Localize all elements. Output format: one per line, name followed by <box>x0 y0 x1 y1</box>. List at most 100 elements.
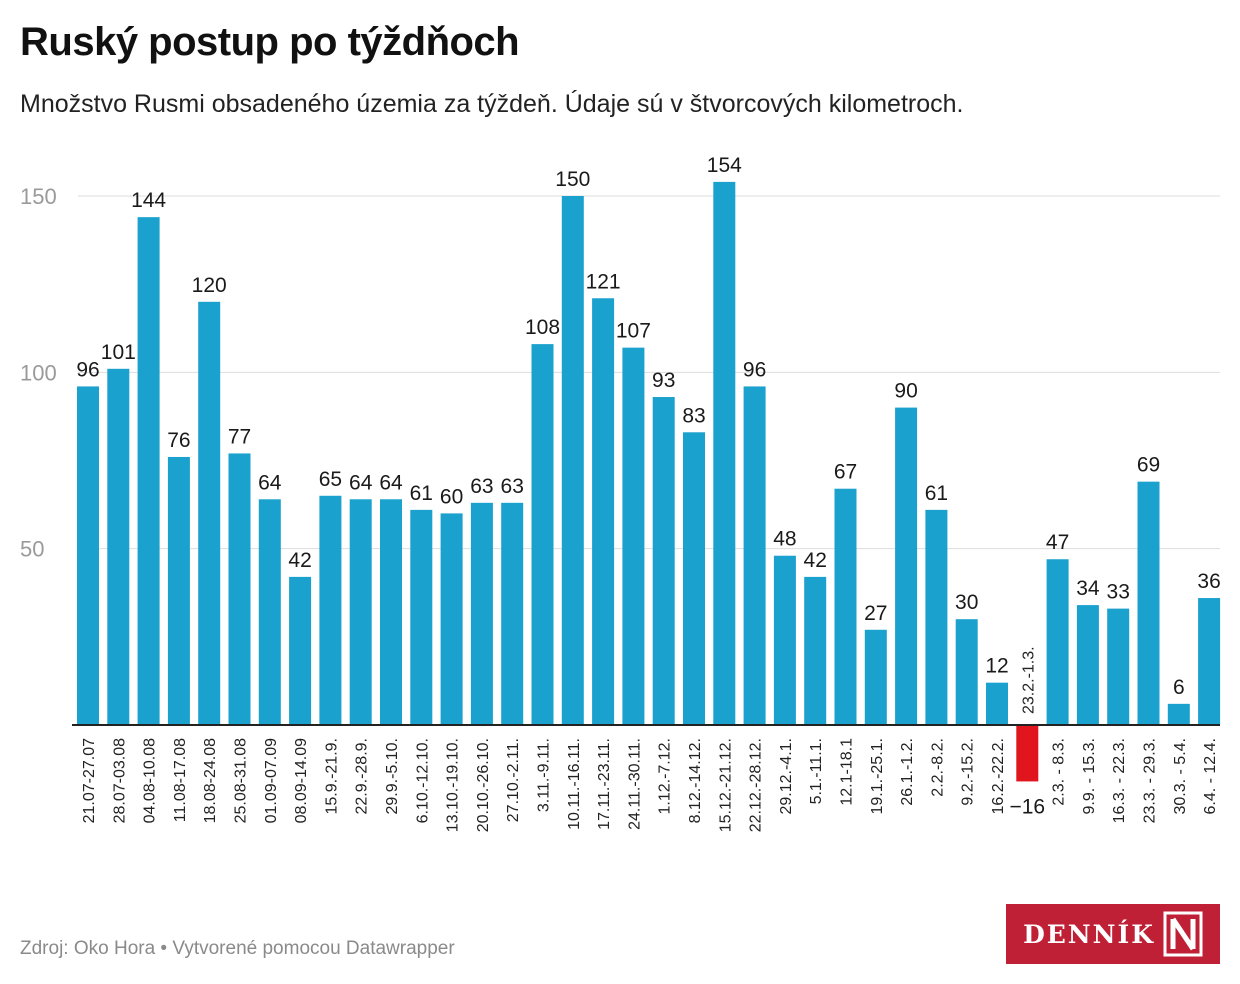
value-label: 64 <box>258 471 282 494</box>
x-axis-tick-label: 26.1.-1.2. <box>899 738 916 806</box>
value-label: 65 <box>319 468 342 491</box>
bar <box>410 509 433 725</box>
value-label: 101 <box>101 341 136 364</box>
x-axis-tick-label: 13.10.-19.10. <box>445 738 462 832</box>
value-label: 107 <box>616 320 651 343</box>
bar <box>1076 605 1099 725</box>
bar <box>1198 598 1221 725</box>
x-axis-tick-label: 24.11.-30.11. <box>626 738 643 830</box>
chart-subtitle: Množstvo Rusmi obsadeného územia za týžd… <box>20 90 964 118</box>
y-axis-tick-label: 100 <box>20 360 57 385</box>
x-axis-tick-label: 27.10.-2.11. <box>505 738 522 822</box>
x-axis-tick-label: 29.12.-4.1. <box>778 738 795 815</box>
value-label: 12 <box>985 655 1008 678</box>
bar <box>834 488 857 725</box>
bar <box>470 502 493 725</box>
x-axis-tick-label: 30.3. - 5.4. <box>1172 738 1189 815</box>
value-label: 60 <box>440 485 463 508</box>
bar <box>986 682 1008 725</box>
bar <box>561 196 584 725</box>
bar <box>925 509 948 725</box>
value-label: 34 <box>1076 577 1100 600</box>
source-note: Zdroj: Oko Hora • Vytvorené pomocou Data… <box>20 938 455 959</box>
value-label: 93 <box>652 369 675 392</box>
value-label: 42 <box>804 549 827 572</box>
bar <box>531 344 554 725</box>
bar <box>228 453 251 725</box>
bar <box>895 407 918 725</box>
value-label: 27 <box>864 602 887 625</box>
bar <box>652 397 675 725</box>
bar <box>592 298 615 725</box>
bar <box>1167 703 1190 725</box>
bar <box>804 576 827 725</box>
x-axis-tick-label: 6.10.-12.10. <box>414 738 431 823</box>
value-label: 144 <box>131 189 166 212</box>
value-label: 120 <box>192 274 227 297</box>
bar <box>258 499 281 725</box>
bar <box>380 499 402 725</box>
x-axis-tick-label: 2.2.-8.2. <box>929 738 946 797</box>
value-label: 90 <box>894 380 917 403</box>
value-label: 63 <box>470 475 493 498</box>
value-label: 67 <box>834 461 857 484</box>
x-axis-tick-label: 9.9. - 15.3. <box>1081 738 1098 815</box>
x-axis-tick-label: 22.12.-28.12. <box>748 738 765 832</box>
x-axis-tick-label: 01.09-07.09 <box>263 738 280 824</box>
bar <box>440 513 463 725</box>
x-axis-tick-label: 08.09-14.09 <box>293 738 310 824</box>
x-axis-tick-label: 21.07-27.07 <box>81 738 98 824</box>
bar <box>137 217 160 725</box>
value-label: 6 <box>1173 676 1185 699</box>
bar <box>349 499 372 725</box>
value-label: 47 <box>1046 531 1069 554</box>
x-axis-tick-labels: 21.07-27.07 28.07-03.08 04.08-10.08 11.08-1… <box>81 646 1219 832</box>
x-axis-tick-label: 15.12.-21.12. <box>717 738 734 832</box>
bar <box>289 576 312 725</box>
value-label: −16 <box>1009 795 1045 818</box>
value-label: 121 <box>586 270 621 293</box>
bar <box>864 629 887 725</box>
value-label: 30 <box>955 591 978 614</box>
value-label: 64 <box>379 471 403 494</box>
x-axis-tick-label: 23.2.-1.3. <box>1020 646 1037 714</box>
x-axis-tick-label: 04.08-10.08 <box>142 738 159 824</box>
x-axis-tick-label: 17.11.-23.11. <box>596 738 613 830</box>
value-label: 150 <box>555 168 590 191</box>
y-axis-tick-label: 50 <box>20 537 44 562</box>
bar <box>713 181 736 726</box>
x-axis-tick-label: 18.08-24.08 <box>202 738 219 824</box>
value-label: 63 <box>501 475 524 498</box>
x-axis-tick-label: 9.2.-15.2. <box>960 738 977 806</box>
value-label: 42 <box>288 549 311 572</box>
value-label: 96 <box>76 358 99 381</box>
x-axis-tick-label: 23.3. - 29.3. <box>1142 738 1159 823</box>
value-label: 69 <box>1137 454 1160 477</box>
bar <box>683 432 705 725</box>
value-label: 36 <box>1197 570 1220 593</box>
x-axis-tick-label: 6.4. - 12.4. <box>1202 738 1219 815</box>
bar <box>167 456 190 725</box>
value-label: 48 <box>773 528 796 551</box>
value-label: 64 <box>349 471 373 494</box>
bar <box>77 386 99 725</box>
bar <box>501 502 524 725</box>
x-axis-tick-label: 28.07-03.08 <box>111 738 128 824</box>
bar <box>1046 559 1069 725</box>
bar <box>1107 608 1130 725</box>
dennik-n-logo[interactable]: DENNÍK <box>1006 904 1220 964</box>
x-axis-tick-label: 10.11.-16.11. <box>566 738 583 830</box>
bar <box>955 619 978 725</box>
bar <box>1016 725 1039 782</box>
bar <box>107 368 130 725</box>
chart-title: Ruský postup po týždňoch <box>20 20 520 64</box>
x-axis-tick-label: 11.08-17.08 <box>172 738 189 822</box>
value-label: 83 <box>682 404 705 427</box>
value-label: 108 <box>525 316 560 339</box>
bar <box>1137 481 1160 725</box>
x-axis-tick-label: 15.9.-21.9. <box>323 738 340 815</box>
x-axis-tick-label: 5.1.-11.1. <box>808 738 825 804</box>
bar <box>773 555 796 725</box>
